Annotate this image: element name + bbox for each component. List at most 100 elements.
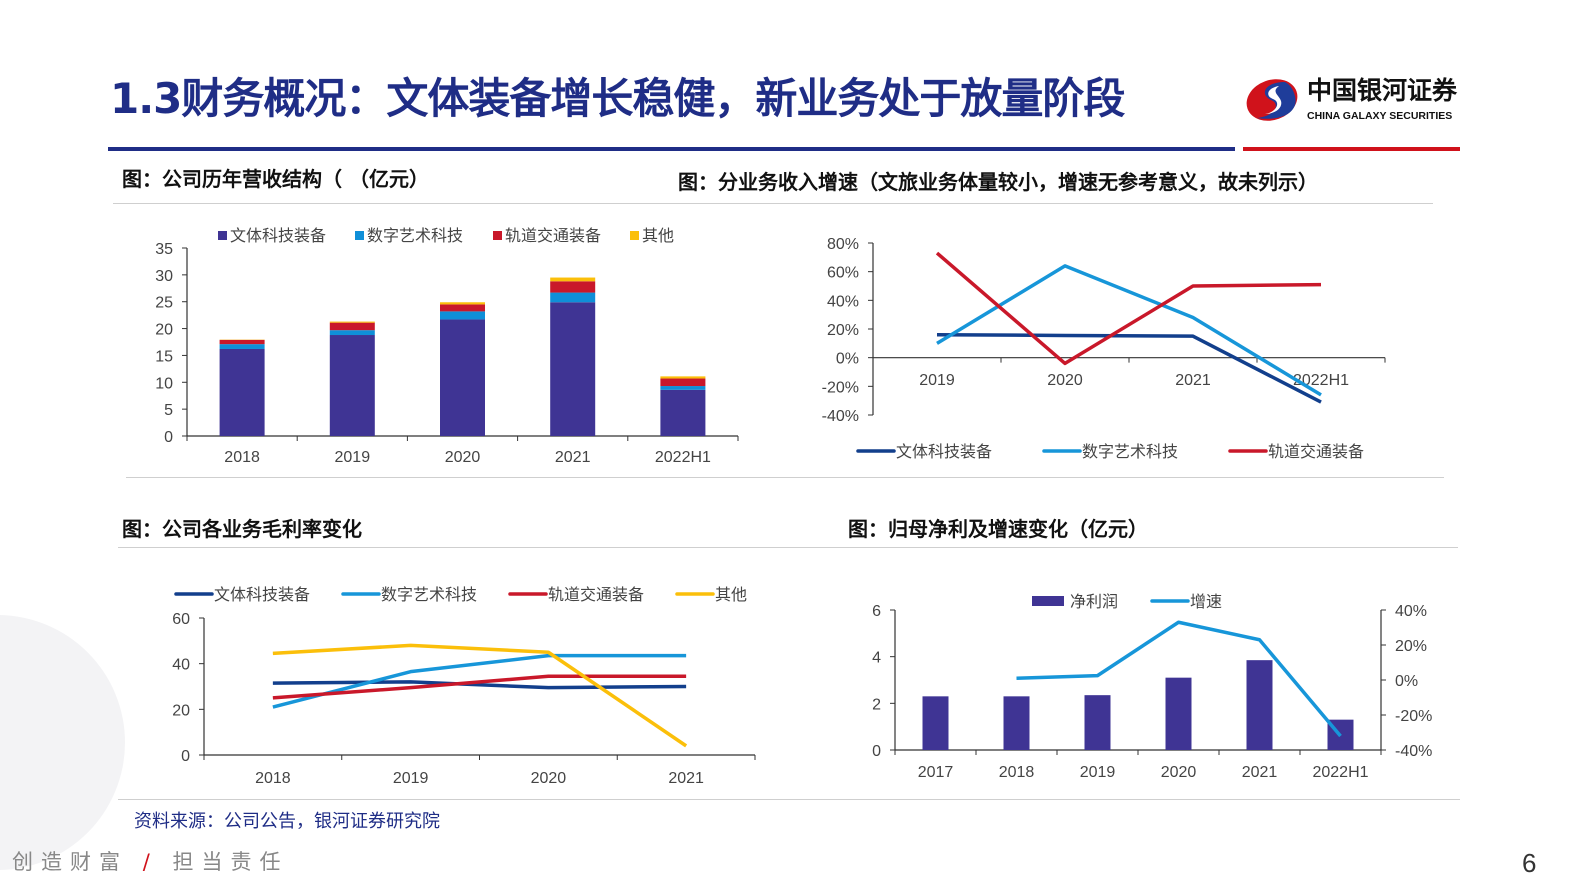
legend-label: 其他	[642, 226, 674, 245]
y-tick-label: 20%	[827, 322, 859, 339]
x-tick-label: 2021	[1175, 372, 1211, 389]
bar-轨道交通装备	[329, 322, 375, 331]
source-note: 资料来源：公司公告，银河证券研究院	[134, 811, 440, 832]
bar-数字艺术科技	[440, 311, 485, 320]
bar-文体科技装备	[219, 348, 265, 436]
x-tick-label: 2020	[531, 770, 567, 787]
y-tick-label: -20%	[822, 379, 859, 396]
x-tick-label: 2020	[445, 449, 481, 466]
bar-其他	[329, 321, 375, 323]
line-数字艺术科技	[272, 653, 687, 709]
y-tick-label: 40%	[827, 293, 859, 310]
bar-净利润	[1003, 696, 1030, 750]
y-tick-label: 0	[181, 748, 190, 765]
y-tick-label: 0	[164, 429, 173, 446]
line-文体科技装备	[272, 680, 687, 690]
bar-轨道交通装备	[550, 281, 596, 293]
bar-文体科技装备	[550, 302, 596, 436]
y-tick-label: 20	[172, 702, 190, 719]
y-tick-label: 40	[172, 657, 190, 674]
legend-swatch	[1032, 596, 1064, 606]
line-轨道交通装备	[935, 251, 1322, 366]
y-tick-label: 35	[155, 241, 173, 258]
bar-数字艺术科技	[219, 344, 265, 349]
x-tick-label: 2018	[255, 770, 291, 787]
y-tick-label: 80%	[827, 236, 859, 253]
x-tick-label: 2018	[999, 764, 1035, 781]
divider	[113, 203, 1433, 204]
legend-swatch	[218, 231, 227, 240]
logo-chinese-name: 中国银河证券	[1307, 76, 1458, 105]
legend-label: 轨道交通装备	[505, 226, 601, 245]
bar-数字艺术科技	[660, 386, 706, 390]
legend-label: 文体科技装备	[896, 442, 992, 461]
x-tick-label: 2019	[919, 372, 955, 389]
y-tick-label: 20	[155, 322, 173, 339]
x-tick-label: 2017	[918, 764, 954, 781]
x-tick-label: 2021	[668, 770, 704, 787]
y-tick-label: -40%	[822, 408, 859, 425]
divider	[118, 547, 1458, 548]
legend-label: 数字艺术科技	[367, 226, 463, 245]
bar-文体科技装备	[660, 389, 706, 436]
legend-label: 增速	[1190, 592, 1222, 611]
x-tick-label: 2019	[393, 770, 429, 787]
y-tick-label: 6	[872, 603, 881, 620]
bar-文体科技装备	[329, 335, 375, 436]
bar-其他	[440, 302, 485, 305]
legend-label: 文体科技装备	[230, 226, 326, 245]
legend-label: 轨道交通装备	[548, 585, 644, 604]
slogan-separator: /	[142, 850, 158, 874]
divider	[126, 477, 1444, 478]
x-tick-label: 2021	[555, 449, 591, 466]
line-轨道交通装备	[272, 674, 687, 700]
legend-label: 净利润	[1070, 592, 1118, 611]
x-tick-label: 2021	[1242, 764, 1278, 781]
y-tick-label: 0	[872, 743, 881, 760]
line-文体科技装备	[936, 332, 1322, 404]
y-tick-label: 30	[155, 268, 173, 285]
bar-轨道交通装备	[440, 304, 485, 312]
legend-swatch	[630, 231, 639, 240]
logo-english-name: CHINA GALAXY SECURITIES	[1307, 110, 1453, 122]
bar-其他	[660, 376, 706, 379]
legend-label: 文体科技装备	[214, 585, 310, 604]
title-rule-red	[1243, 147, 1460, 151]
y-tick-label: 10	[155, 375, 173, 392]
y2-tick-label: -20%	[1395, 708, 1432, 725]
bar-净利润	[1246, 660, 1273, 750]
x-tick-label: 2020	[1161, 764, 1197, 781]
slogan-right: 担当责任	[172, 850, 289, 874]
y-tick-label: 5	[164, 402, 173, 419]
company-logo: 中国银河证券 CHINA GALAXY SECURITIES	[1245, 76, 1475, 130]
legend-swatch	[355, 231, 364, 240]
x-tick-label: 2019	[1080, 764, 1116, 781]
legend-label: 数字艺术科技	[1082, 442, 1178, 461]
bar-其他	[550, 277, 596, 282]
legend-label: 数字艺术科技	[381, 585, 477, 604]
y-tick-label: 25	[155, 295, 173, 312]
y2-tick-label: -40%	[1395, 743, 1432, 760]
galaxy-logo-icon	[1246, 79, 1298, 121]
y-tick-label: 60	[172, 611, 190, 628]
x-tick-label: 2019	[335, 449, 371, 466]
bar-数字艺术科技	[329, 330, 375, 336]
bar-轨道交通装备	[660, 378, 706, 387]
bar-数字艺术科技	[550, 292, 596, 303]
section-title-segment-growth: 图：分业务收入增速（文旅业务体量较小，增速无参考意义，故未列示）	[678, 170, 1318, 194]
y2-tick-label: 20%	[1395, 638, 1427, 655]
x-tick-label: 2022H1	[1293, 372, 1349, 389]
y-tick-label: 4	[872, 650, 881, 667]
page-number: 6	[1522, 848, 1537, 878]
x-tick-label: 2022H1	[655, 449, 711, 466]
y2-tick-label: 40%	[1395, 603, 1427, 620]
x-tick-label: 2018	[224, 449, 260, 466]
slogan: 创造财富 / 担当责任	[12, 850, 288, 875]
y-tick-label: 0%	[836, 351, 859, 368]
line-数字艺术科技	[936, 264, 1322, 397]
divider	[118, 799, 1460, 800]
x-tick-label: 2022H1	[1312, 764, 1368, 781]
y-tick-label: 60%	[827, 265, 859, 282]
section-title-net-profit: 图：归母净利及增速变化（亿元）	[848, 517, 1148, 541]
